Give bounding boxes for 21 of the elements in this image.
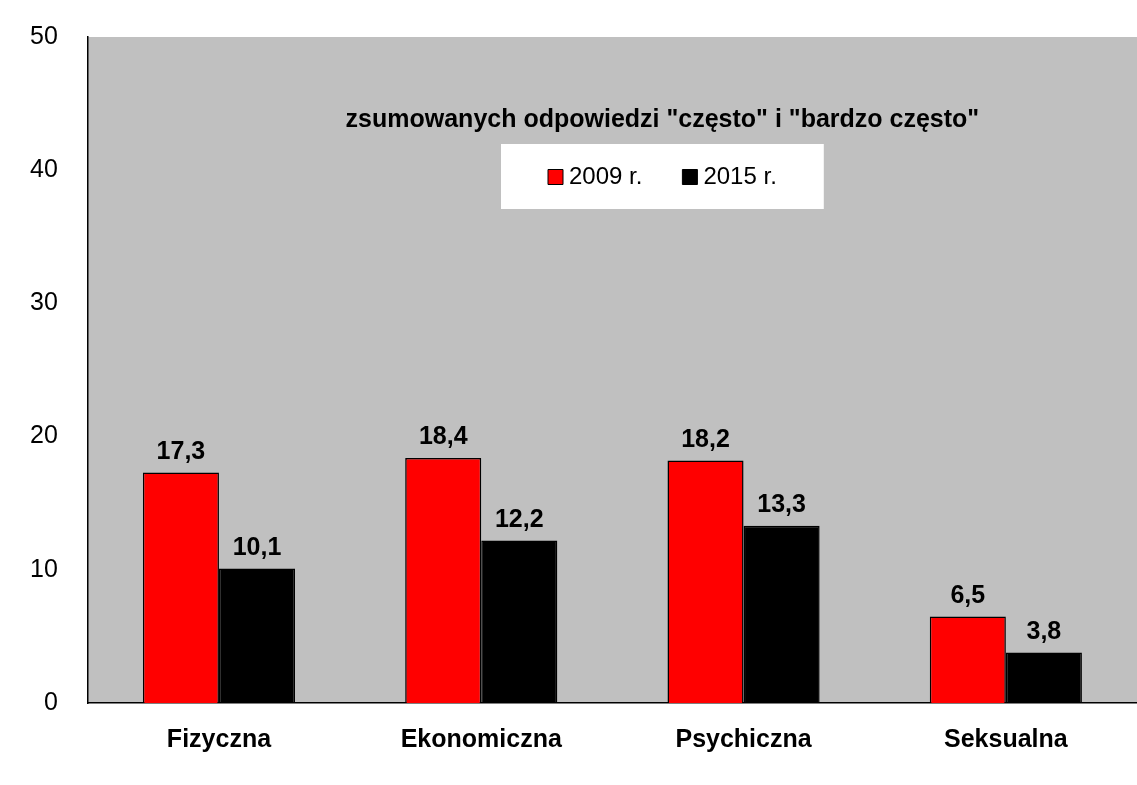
data-label: 18,2 [681, 423, 730, 452]
x-tick-label: Ekonomiczna [400, 723, 563, 752]
y-tick-label: 0 [43, 686, 58, 715]
x-tick-label: Psychiczna [675, 723, 813, 752]
y-tick-label: 50 [30, 20, 58, 49]
data-label: 10,1 [232, 531, 282, 560]
text: zsumowanych odpowiedzi "często" i "bardzo często" [345, 103, 980, 132]
x-tick-label: Fizyczna [166, 723, 273, 752]
legend-label: 2015 r. [703, 162, 777, 190]
data-label: 17,3 [156, 435, 206, 464]
data-label: 12,2 [494, 503, 544, 532]
data-label: 18,4 [418, 421, 468, 450]
x-tick-label: Seksualna [944, 723, 1069, 752]
y-tick-label: 10 [30, 553, 58, 582]
data-label: 13,3 [757, 489, 806, 518]
y-tick-label: 40 [30, 154, 58, 183]
data-label: 6,5 [950, 579, 986, 608]
data-label: 3,8 [1026, 615, 1062, 644]
y-tick-label: 30 [30, 287, 58, 316]
y-tick-label: 20 [30, 420, 58, 449]
legend-label: 2009 r. [569, 162, 643, 190]
